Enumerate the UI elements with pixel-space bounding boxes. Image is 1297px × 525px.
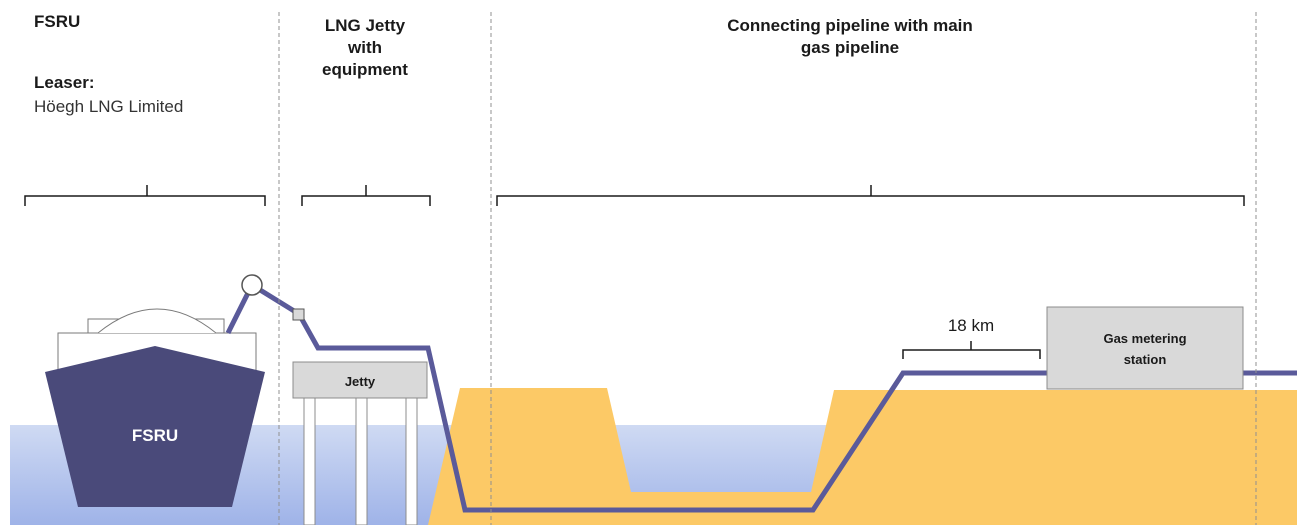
fsru-section-title: FSRU (34, 12, 81, 31)
ship-label: FSRU (132, 426, 178, 445)
section-dividers (278, 12, 1257, 525)
pipeline-section-title: Connecting pipeline with main gas pipeli… (620, 15, 1080, 59)
jetty-section-title: LNG Jetty with equipment (290, 15, 440, 81)
fsru-ship: FSRU (45, 308, 265, 507)
pipeline-title-line1: Connecting pipeline with main (727, 16, 973, 35)
distance-bracket (902, 341, 1041, 359)
jetty-title-line1: LNG Jetty (324, 16, 406, 35)
station-label-line1: Gas metering (1103, 331, 1186, 346)
manifold-valve (292, 308, 305, 321)
jetty-label: Jetty (345, 374, 376, 389)
jetty-title-line3: equipment (322, 60, 408, 79)
jetty-title-line2: with (348, 38, 382, 57)
station-label-line2: station (1124, 352, 1167, 367)
loading-arm-joint (241, 274, 263, 296)
jetty-section-bracket (301, 185, 431, 206)
pipeline-section-bracket (496, 185, 1245, 206)
leaser-name: Höegh LNG Limited (34, 97, 184, 116)
leaser-label: Leaser: (34, 73, 95, 92)
distance-label: 18 km (948, 316, 994, 335)
fsru-section-bracket (24, 185, 266, 206)
jetty-deck (292, 361, 428, 399)
pipeline-title-line2: gas pipeline (800, 38, 900, 57)
gas-metering-station (1046, 306, 1244, 390)
shore-embankment (428, 388, 1297, 525)
